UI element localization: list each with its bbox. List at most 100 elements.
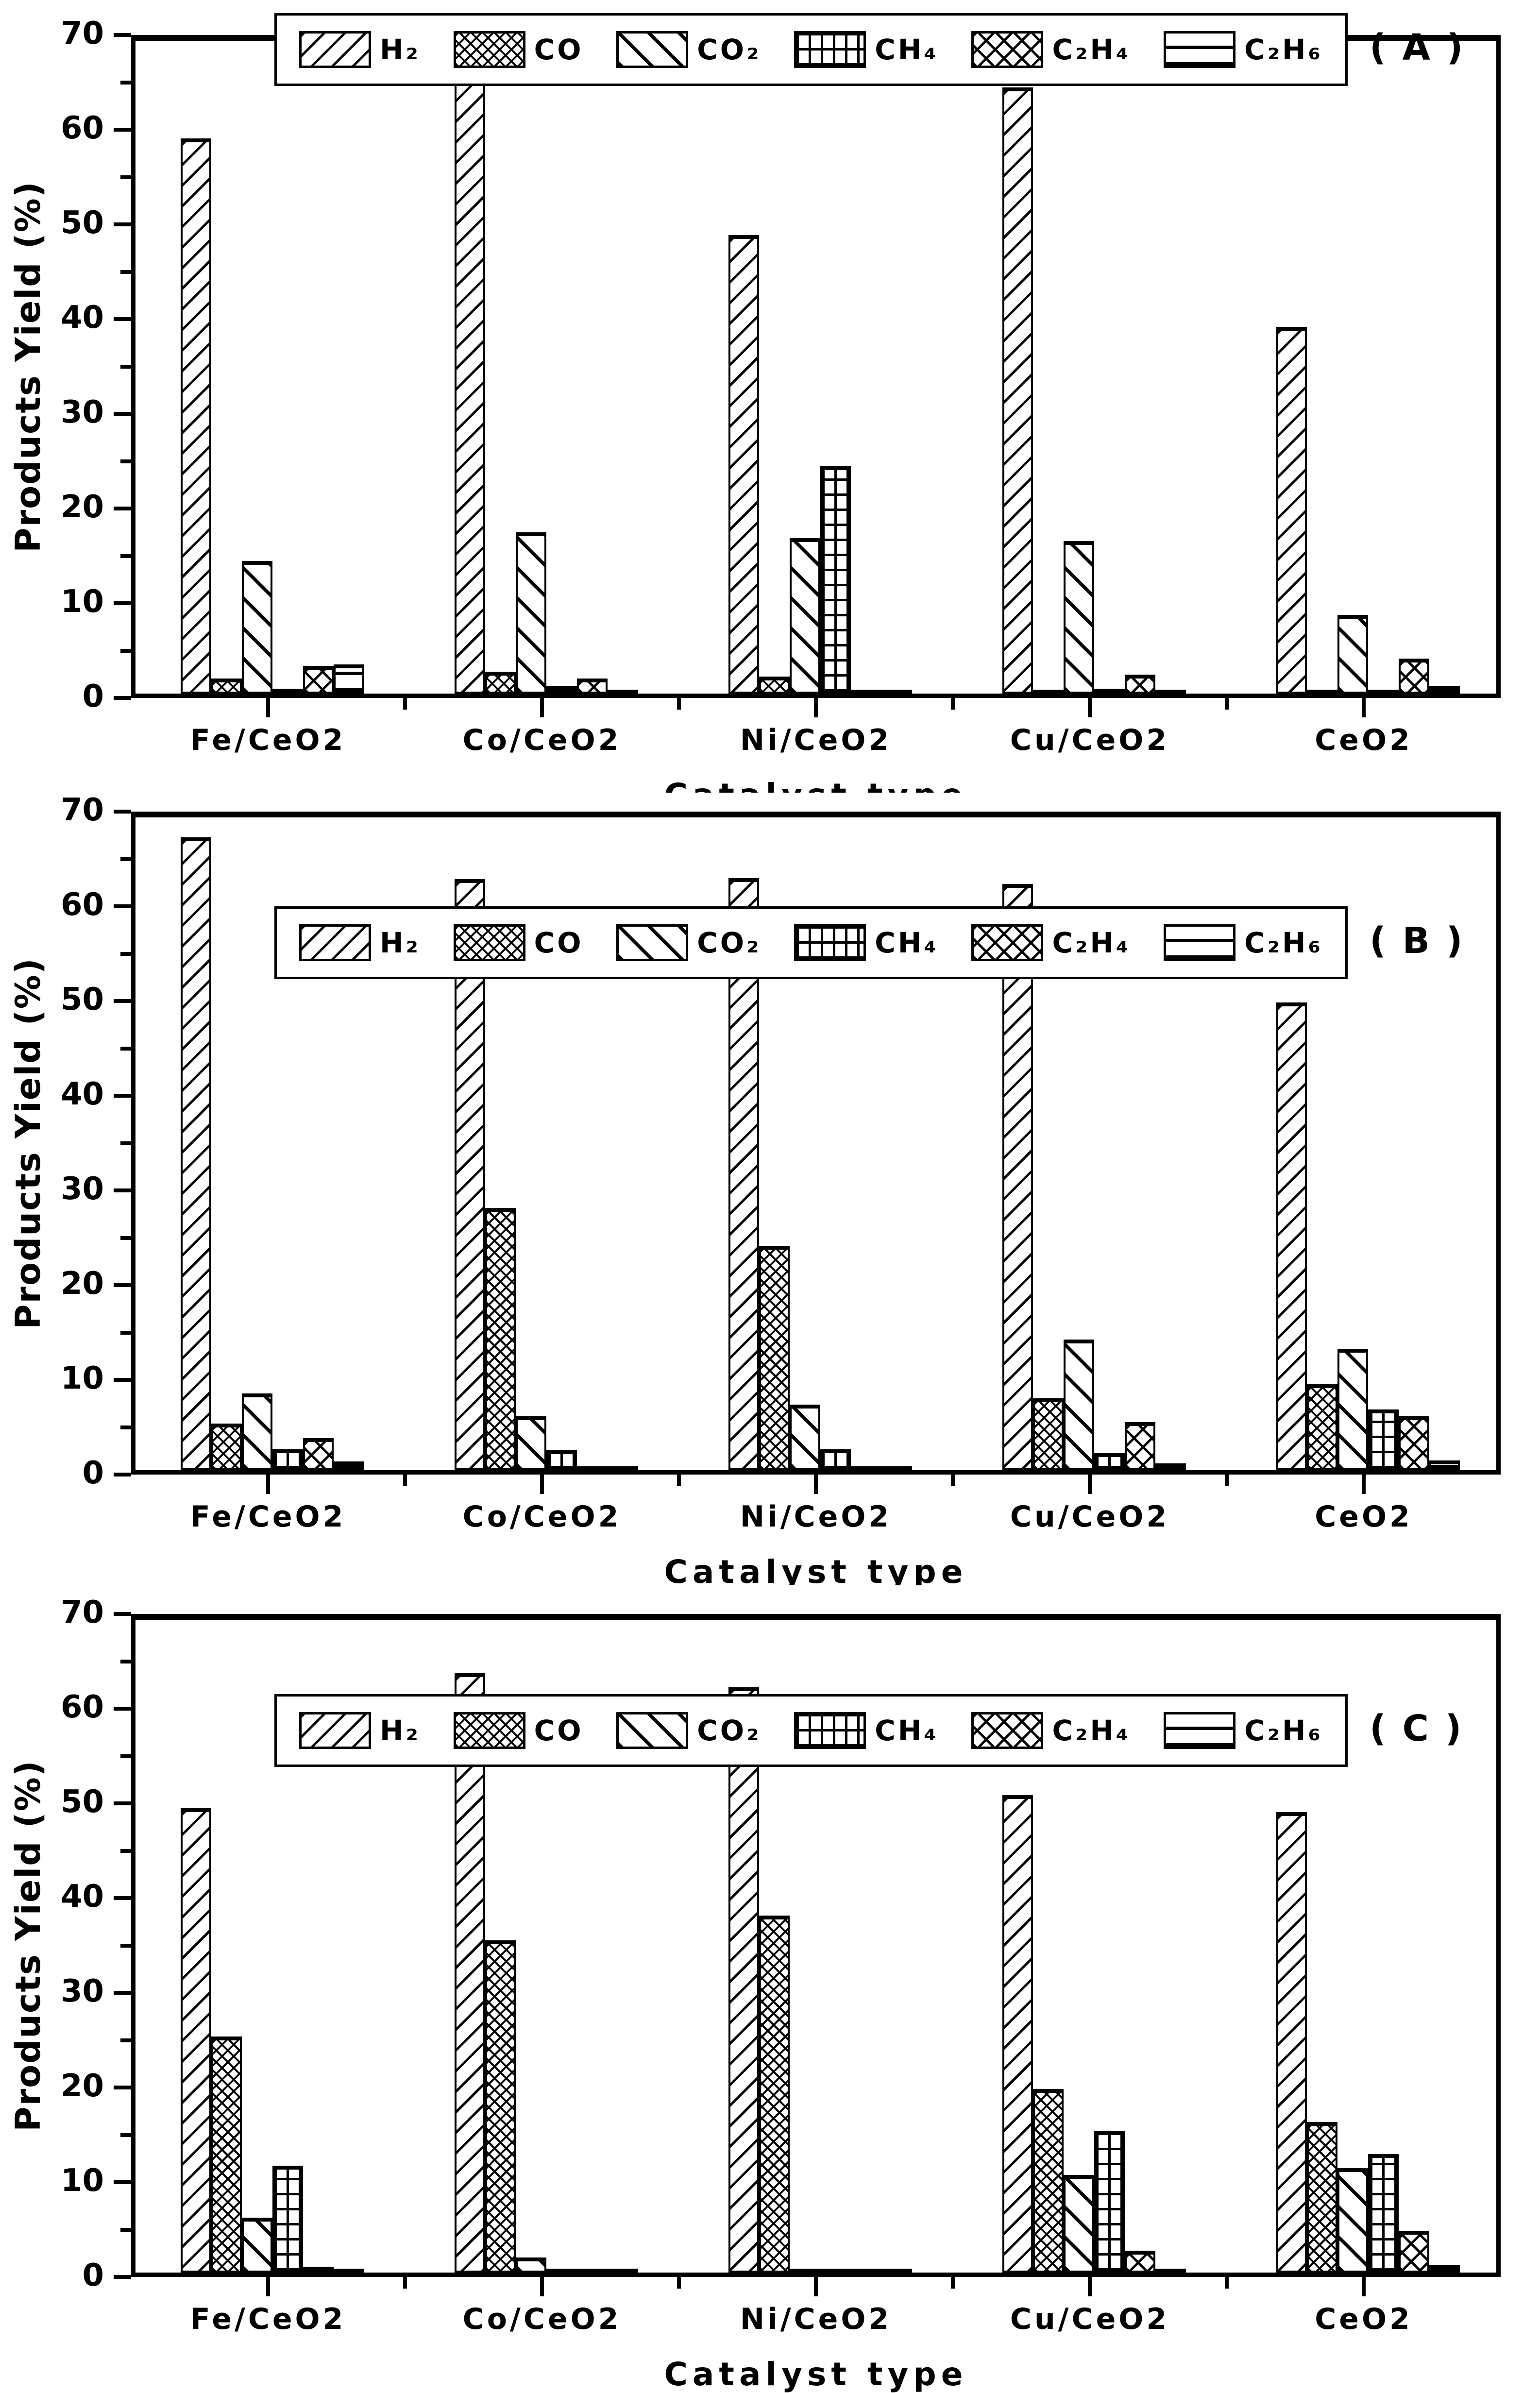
legend-label: H₂ bbox=[380, 926, 421, 959]
legend-swatch-icon bbox=[453, 924, 525, 961]
legend-label: C₂H₆ bbox=[1244, 926, 1323, 959]
bar-fe-ceo2-series-1 bbox=[181, 1808, 211, 2273]
legend-item: CH₄ bbox=[794, 31, 939, 68]
legend-label: C₂H₆ bbox=[1244, 33, 1323, 66]
y-axis-minor-tick bbox=[120, 1659, 131, 1663]
y-axis-minor-tick bbox=[120, 1141, 131, 1145]
chart-panel-b: 0 10 20 30 40 50 60 70 Fe/CeO2 Co/CeO2 Ni/CeO2 Cu/C… bbox=[0, 792, 1540, 1591]
x-axis-major-tick bbox=[266, 698, 270, 717]
bar-ni-ceo2-series-1 bbox=[728, 1687, 759, 2273]
legend-label: C₂H₄ bbox=[1052, 926, 1131, 959]
bar-ceo2-series-2 bbox=[1307, 2122, 1337, 2273]
x-axis-major-tick bbox=[1362, 698, 1366, 717]
y-tick-label: 0 bbox=[82, 679, 104, 715]
y-tick-label: 30 bbox=[60, 1973, 104, 2010]
y-tick-label: 20 bbox=[60, 2068, 104, 2104]
legend-swatch-icon bbox=[1164, 1712, 1236, 1749]
x-axis-major-tick bbox=[540, 2277, 544, 2296]
bar-co-ceo2-series-5 bbox=[577, 1466, 608, 1470]
bar-cu-ceo2-series-3 bbox=[1064, 1340, 1094, 1470]
y-axis-major-tick bbox=[114, 2180, 131, 2184]
bar-ni-ceo2-series-2 bbox=[759, 677, 790, 694]
bar-cu-ceo2-series-4 bbox=[1094, 1453, 1125, 1470]
bar-ceo2-series-4 bbox=[1368, 1409, 1399, 1470]
bar-ni-ceo2-series-1 bbox=[728, 235, 759, 694]
y-tick-label: 50 bbox=[60, 205, 104, 241]
bar-fe-ceo2-series-2 bbox=[211, 679, 242, 694]
x-axis-minor-tick bbox=[951, 698, 955, 710]
bar-fe-ceo2-series-3 bbox=[242, 561, 272, 694]
x-axis-title: Catalyst type bbox=[664, 1553, 968, 1591]
bar-fe-ceo2-series-4 bbox=[272, 2166, 303, 2273]
legend-label: CO bbox=[534, 1714, 584, 1747]
bar-ceo2-series-3 bbox=[1337, 2168, 1368, 2273]
bar-fe-ceo2-series-3 bbox=[242, 1393, 272, 1470]
legend-item: C₂H₆ bbox=[1164, 31, 1323, 68]
y-tick-label: 30 bbox=[60, 1171, 104, 1207]
panel-letter-badge: ( C ) bbox=[1370, 1708, 1464, 1749]
plot-area bbox=[131, 35, 1501, 698]
legend-swatch-icon bbox=[1164, 31, 1236, 68]
bar-cu-ceo2-series-1 bbox=[1002, 1795, 1033, 2273]
y-axis-major-tick bbox=[114, 412, 131, 416]
bar-ceo2-series-5 bbox=[1399, 659, 1429, 694]
legend: H₂ CO CO₂ CH₄ C₂H₄ C₂H₆ bbox=[274, 906, 1348, 979]
bar-ni-ceo2-series-5 bbox=[851, 1466, 881, 1470]
bar-co-ceo2-series-1 bbox=[455, 74, 485, 694]
bar-ceo2-series-1 bbox=[1276, 327, 1307, 694]
legend-label: H₂ bbox=[380, 33, 421, 66]
x-axis-major-tick bbox=[814, 1475, 818, 1494]
y-axis-major-tick bbox=[114, 1991, 131, 1995]
bar-fe-ceo2-series-5 bbox=[303, 666, 334, 694]
bar-co-ceo2-series-1 bbox=[455, 1673, 485, 2273]
legend-label: H₂ bbox=[380, 1714, 421, 1747]
legend-label: CH₄ bbox=[875, 926, 939, 959]
bar-co-ceo2-series-2 bbox=[485, 672, 516, 694]
y-axis-title: Products Yield (%) bbox=[8, 180, 48, 553]
bar-ceo2-series-6 bbox=[1429, 1460, 1460, 1470]
chart-panel-a: 0 10 20 30 40 50 60 70 Fe/CeO2 Co/CeO2 Ni/CeO2 Cu/C… bbox=[0, 0, 1540, 814]
x-axis-major-tick bbox=[814, 2277, 818, 2296]
bar-co-ceo2-series-5 bbox=[577, 679, 608, 694]
bar-cu-ceo2-series-4 bbox=[1094, 689, 1125, 694]
y-tick-label: 70 bbox=[60, 1595, 104, 1631]
legend-item: H₂ bbox=[299, 1712, 421, 1749]
y-axis-major-tick bbox=[114, 33, 131, 37]
legend-item: C₂H₄ bbox=[971, 31, 1131, 68]
bar-ni-ceo2-series-4 bbox=[820, 466, 851, 694]
bar-ceo2-series-3 bbox=[1337, 615, 1368, 694]
legend-swatch-icon bbox=[299, 1712, 371, 1749]
y-axis-minor-tick bbox=[120, 364, 131, 369]
x-axis-minor-tick bbox=[403, 2277, 407, 2289]
bar-fe-ceo2-series-5 bbox=[303, 2267, 334, 2273]
legend-swatch-icon bbox=[971, 31, 1044, 68]
x-axis-major-tick bbox=[266, 1475, 270, 1494]
bar-ceo2-series-6 bbox=[1429, 686, 1460, 694]
y-axis-major-tick bbox=[114, 1896, 131, 1900]
bar-cu-ceo2-series-5 bbox=[1125, 2251, 1155, 2273]
bar-cu-ceo2-series-6 bbox=[1155, 690, 1186, 694]
legend-label: CO₂ bbox=[697, 1714, 762, 1747]
x-axis-minor-tick bbox=[1225, 698, 1229, 710]
legend-swatch-icon bbox=[794, 1712, 866, 1749]
legend: H₂ CO CO₂ CH₄ C₂H₄ C₂H₆ bbox=[274, 1694, 1348, 1767]
x-axis-title: Catalyst type bbox=[664, 2356, 968, 2393]
bar-fe-ceo2-series-2 bbox=[211, 2037, 242, 2273]
x-category-label: Co/CeO2 bbox=[462, 1500, 622, 1534]
bar-cu-ceo2-series-6 bbox=[1155, 2269, 1186, 2273]
y-axis-major-tick bbox=[114, 999, 131, 1003]
bar-co-ceo2-series-2 bbox=[485, 1208, 516, 1470]
bar-cu-ceo2-series-6 bbox=[1155, 1463, 1186, 1470]
x-axis-major-tick bbox=[1362, 1475, 1366, 1494]
y-axis-minor-tick bbox=[120, 2133, 131, 2137]
bar-cu-ceo2-series-3 bbox=[1064, 541, 1094, 694]
x-axis-minor-tick bbox=[1225, 1475, 1229, 1486]
y-axis-major-tick bbox=[114, 2275, 131, 2279]
y-axis-minor-tick bbox=[120, 270, 131, 274]
legend-swatch-icon bbox=[971, 1712, 1044, 1749]
y-tick-label: 0 bbox=[82, 1455, 104, 1492]
legend-item: H₂ bbox=[299, 31, 421, 68]
y-axis-minor-tick bbox=[120, 175, 131, 179]
x-axis-major-tick bbox=[540, 1475, 544, 1494]
bar-fe-ceo2-series-1 bbox=[181, 837, 211, 1470]
